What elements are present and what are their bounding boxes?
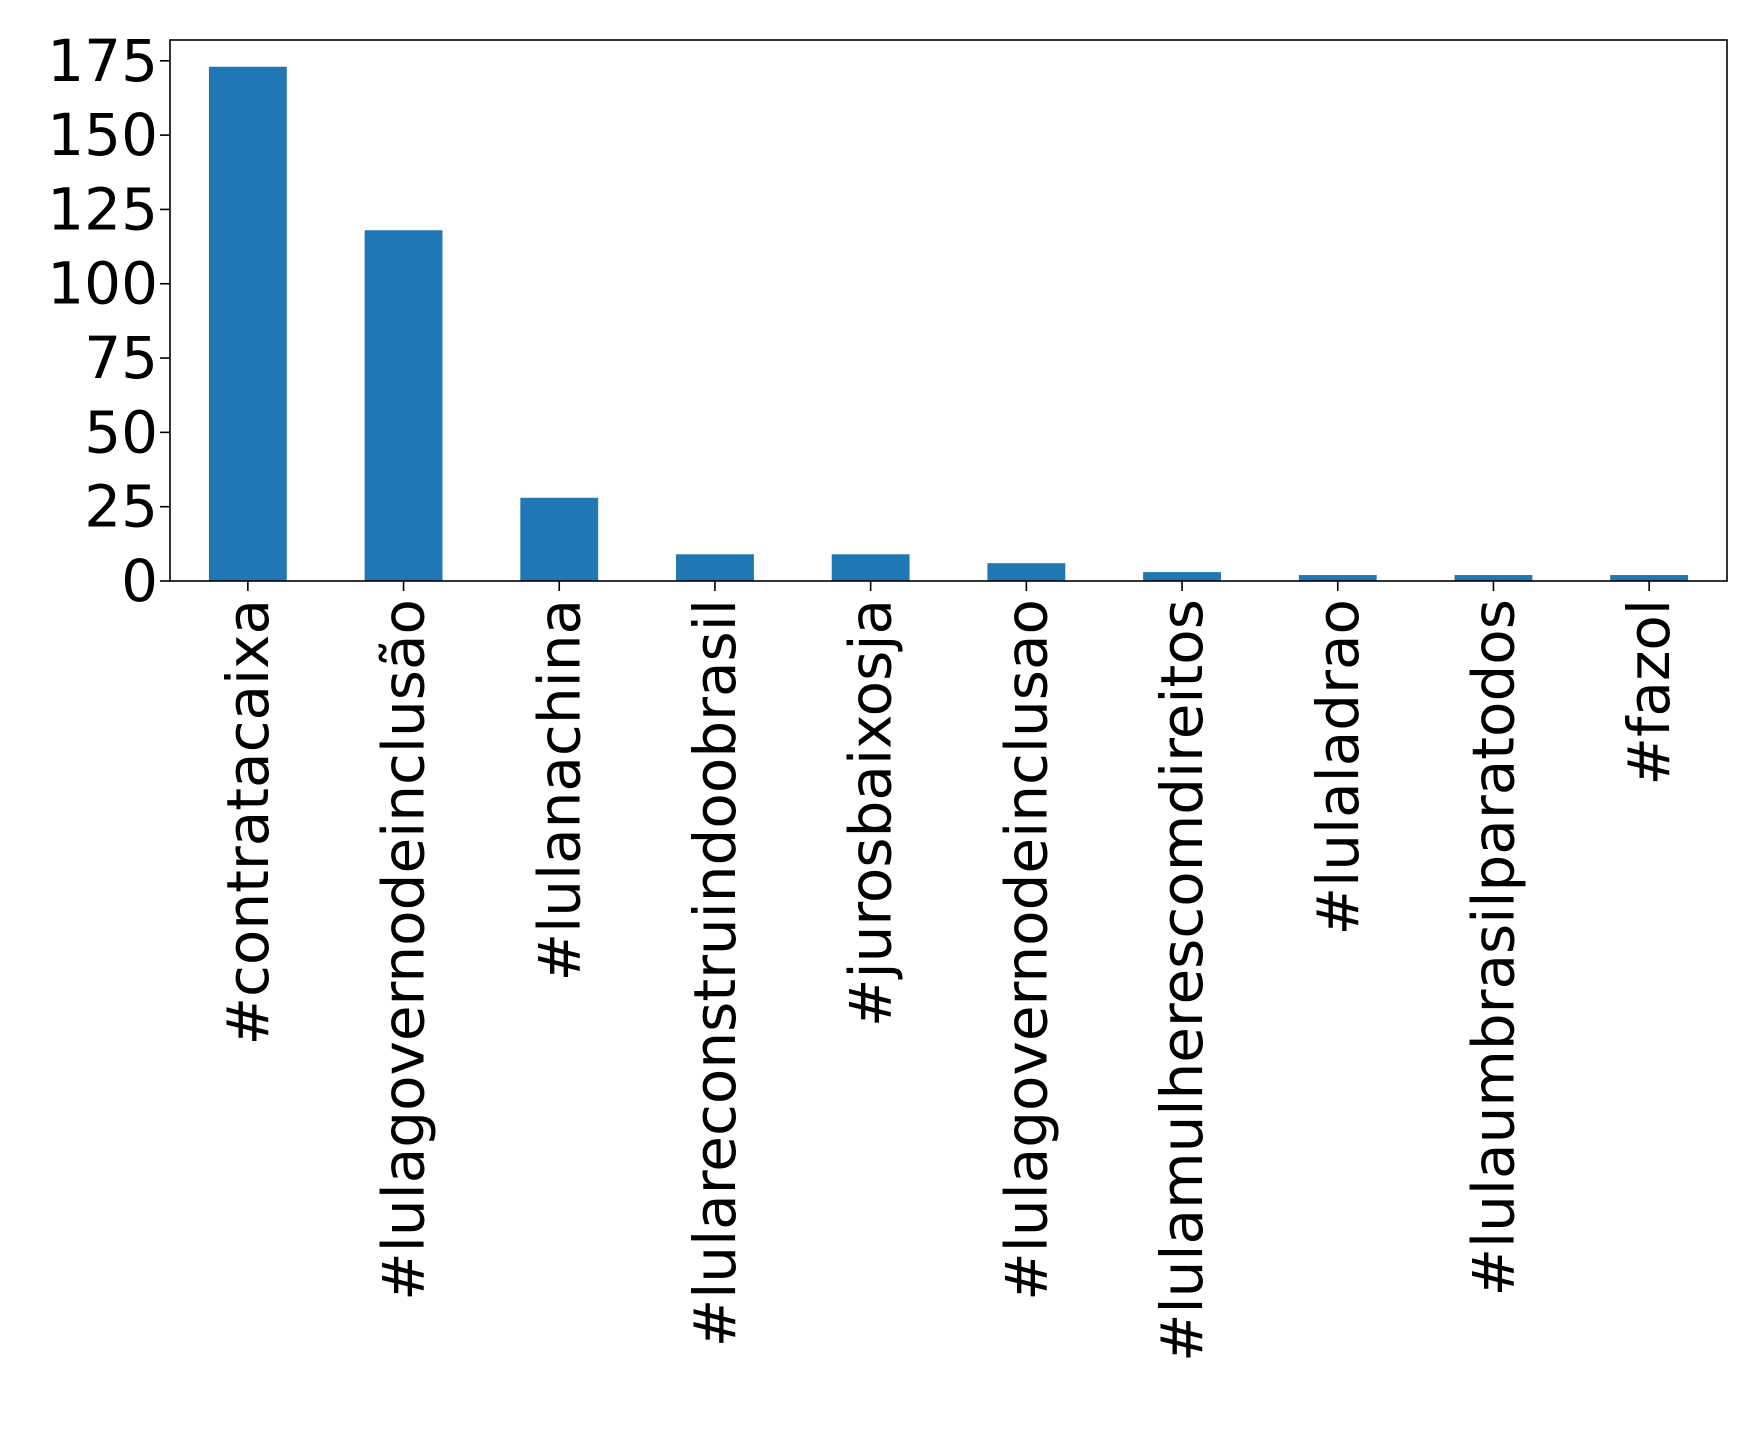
y-tick-label: 0 — [121, 547, 158, 615]
bar — [364, 230, 443, 581]
x-tick-label: #lulaladrao — [1304, 599, 1372, 935]
x-tick-label: #contratacaixa — [214, 599, 282, 1046]
bar — [1454, 575, 1533, 581]
bar — [676, 554, 754, 581]
x-tick-label: #lulagovernodeinclusão — [370, 599, 438, 1301]
bar — [987, 563, 1066, 581]
x-tick-label: #lulaumbrasilparatodos — [1459, 599, 1527, 1297]
y-tick-label: 50 — [84, 398, 158, 466]
y-tick-label: 175 — [47, 27, 158, 95]
x-tick-label: #lulagovernodeinclusao — [992, 599, 1060, 1301]
bars-layer — [208, 66, 1689, 581]
y-tick-label: 100 — [47, 250, 158, 318]
bar — [1143, 572, 1221, 581]
bar — [831, 554, 910, 581]
bar — [1298, 575, 1377, 581]
plot-frame — [169, 39, 1728, 582]
x-tick-label: #lulamulherescomdireitos — [1148, 599, 1216, 1362]
y-tick-label: 75 — [84, 324, 158, 392]
bar — [1610, 575, 1689, 581]
y-tick-label: 125 — [47, 175, 158, 243]
x-tick-label: #lulareconstruindoobrasil — [681, 599, 749, 1347]
bar — [208, 66, 287, 581]
y-tick-label: 25 — [84, 473, 158, 541]
bar — [520, 497, 599, 581]
x-tick-label: #fazol — [1615, 599, 1683, 786]
x-tick-label: #lulanachina — [525, 599, 593, 982]
x-axis: #contratacaixa #lulagovernodeinclusão #lul… — [214, 581, 1683, 1362]
x-tick-label: #jurosbaixosja — [837, 599, 905, 1027]
y-tick-label: 150 — [47, 101, 158, 169]
